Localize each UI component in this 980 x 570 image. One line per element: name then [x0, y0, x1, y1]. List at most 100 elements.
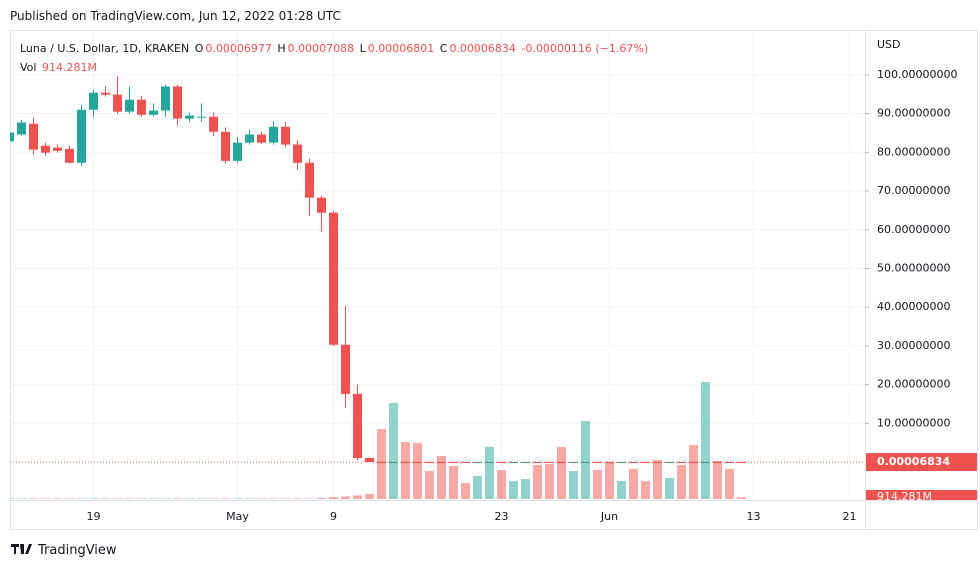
- candle-body: [545, 462, 554, 464]
- volume-bar: [629, 469, 638, 499]
- y-tick-label: 80.00000000: [877, 145, 950, 158]
- volume-bar: [389, 403, 398, 499]
- candle-body: [137, 99, 146, 115]
- y-tick-label: 40.00000000: [877, 300, 950, 313]
- candle-body: [401, 462, 410, 464]
- volume-bar: [425, 471, 434, 499]
- symbol: Luna / U.S. Dollar, 1D, KRAKEN: [20, 42, 190, 55]
- volume-bar: [677, 465, 686, 499]
- candle-body: [125, 99, 134, 112]
- volume-bar: [509, 481, 518, 499]
- candle-body: [569, 462, 578, 464]
- volume-bar: [173, 498, 182, 499]
- volume-bar: [605, 462, 614, 499]
- volume-bar: [269, 498, 278, 499]
- volume-bar: [485, 447, 494, 499]
- candle-body: [689, 462, 698, 464]
- legend-key: C: [439, 42, 448, 55]
- volume-bar: [653, 460, 662, 499]
- logo: [11, 544, 32, 554]
- legend-key: O: [194, 42, 204, 55]
- volume-bar: [617, 481, 626, 499]
- candle-body: [389, 462, 398, 464]
- volume-bar: [581, 421, 590, 499]
- legend-key: L: [359, 42, 366, 55]
- y-tick-label: 90.00000000: [877, 107, 950, 120]
- y-tick-label: 60.00000000: [877, 223, 950, 236]
- candle-body: [485, 462, 494, 464]
- volume-bar: [125, 498, 134, 499]
- candle-body: [29, 123, 38, 150]
- candle-body: [293, 144, 302, 163]
- candle-body: [413, 462, 422, 464]
- candle-body: [593, 462, 602, 464]
- volume-bar: [221, 498, 230, 499]
- candle-body: [305, 162, 314, 198]
- volume-bar: [341, 496, 350, 499]
- candle-body: [605, 462, 614, 464]
- candle-body: [701, 462, 710, 464]
- candle-body: [53, 147, 62, 151]
- candle-body: [665, 462, 674, 464]
- volume-label: 914.281M: [877, 490, 932, 503]
- volume-bar: [497, 470, 506, 499]
- volume-bar: [89, 498, 98, 499]
- candle-body: [557, 462, 566, 464]
- candle-body: [425, 462, 434, 464]
- volume-bar: [65, 498, 74, 499]
- candle-body: [581, 462, 590, 464]
- volume-bar: [41, 498, 50, 499]
- volume-bar: [701, 382, 710, 499]
- candle-body: [725, 462, 734, 464]
- volume-bar: [593, 470, 602, 499]
- x-tick-label: 9: [330, 510, 337, 523]
- volume-bar: [377, 429, 386, 499]
- volume-bar: [437, 456, 446, 499]
- volume-bar: [329, 497, 338, 499]
- volume-bar: [149, 498, 158, 499]
- volume-bar: [725, 469, 734, 499]
- candle-body: [149, 110, 158, 115]
- volume-bar: [281, 498, 290, 499]
- candle-body: [653, 462, 662, 464]
- candle-body: [101, 92, 110, 95]
- volume-bar: [10, 498, 14, 499]
- candle-body: [509, 462, 518, 464]
- candle-body: [461, 462, 470, 464]
- last-price-box: [866, 453, 977, 472]
- volume-bar: [557, 447, 566, 499]
- volume-bar: [365, 494, 374, 499]
- last-price-label: 0.00006834: [877, 455, 950, 468]
- candle-body: [257, 134, 266, 143]
- volume-bar: [317, 497, 326, 499]
- candle-body: [173, 86, 182, 119]
- candle-body: [365, 457, 374, 463]
- x-tick-label: Jun: [600, 510, 618, 523]
- brand: TradingView: [38, 543, 117, 558]
- y-tick-label: 20.00000000: [877, 378, 950, 391]
- x-tick-label: 23: [495, 510, 509, 523]
- volume-bar: [413, 443, 422, 499]
- volume-bar: [401, 442, 410, 499]
- legend: Luna / U.S. Dollar, 1D, KRAKEN O 0.000069…: [20, 39, 650, 77]
- volume-bar: [197, 498, 206, 499]
- x-tick-label: 19: [87, 510, 101, 523]
- candle-body: [10, 132, 14, 142]
- volume-bar: [353, 495, 362, 499]
- candle-body: [329, 212, 338, 345]
- volume-bar: [101, 498, 110, 499]
- frame: [10, 30, 978, 530]
- volume-key: Vol: [20, 61, 37, 74]
- candle-body: [17, 122, 26, 135]
- volume-bar: [77, 498, 86, 499]
- volume-bar: [305, 498, 314, 499]
- volume-bar: [161, 498, 170, 499]
- candle-body: [77, 109, 86, 163]
- volume-bar: [185, 498, 194, 499]
- legend-key: H: [277, 42, 286, 55]
- candle-body: [221, 131, 230, 161]
- volume-bar: [665, 478, 674, 499]
- candle-body: [197, 116, 206, 118]
